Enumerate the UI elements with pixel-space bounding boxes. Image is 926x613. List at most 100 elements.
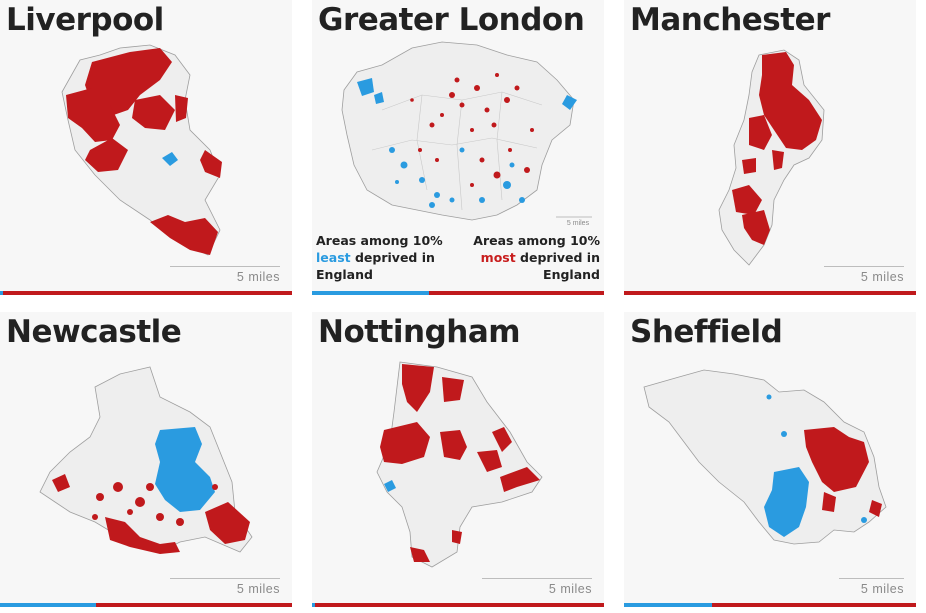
- panel-title: Nottingham: [318, 314, 521, 350]
- map-panel-liverpool: Liverpool 5 miles: [0, 0, 292, 295]
- liverpool-map: [61, 44, 222, 256]
- scale-label: 5 miles: [236, 582, 280, 596]
- least-deprived-area: [162, 152, 178, 166]
- legend-most-line1: Areas among 10%: [473, 233, 600, 248]
- scale-label: 5 miles: [860, 270, 904, 284]
- least-deprived-area: [781, 431, 787, 437]
- scale-bar: 5 miles: [482, 578, 592, 596]
- most-share-segment: [314, 603, 604, 607]
- least-deprived-area: [155, 427, 215, 512]
- deprivation-share-bar: [624, 291, 916, 295]
- most-share-segment: [2, 291, 292, 295]
- city-boundary: [341, 41, 575, 221]
- scale-line: [482, 578, 592, 579]
- most-deprived-area: [804, 427, 869, 492]
- most-deprived-area: [869, 500, 882, 517]
- greater-london-map: 5 miles: [341, 41, 592, 227]
- newcastle-map: [39, 366, 253, 554]
- most-share-segment: [624, 291, 916, 295]
- most-deprived-areas: [410, 73, 534, 187]
- legend-most-line3: England: [543, 267, 600, 282]
- most-deprived-area: [742, 210, 770, 245]
- manchester-map: [718, 49, 825, 266]
- most-deprived-area: [440, 430, 467, 460]
- scale-line: [824, 266, 904, 267]
- most-deprived-area: [380, 422, 430, 464]
- scale-label: 5 miles: [860, 582, 904, 596]
- most-deprived-area: [742, 158, 756, 174]
- most-deprived-area: [442, 377, 464, 402]
- most-share-segment: [711, 603, 916, 607]
- panel-title: Manchester: [630, 2, 830, 38]
- deprivation-share-bar: [312, 291, 604, 295]
- panel-title: Sheffield: [630, 314, 783, 350]
- deprivation-share-bar: [624, 603, 916, 607]
- legend-most-line2: most deprived in: [460, 249, 600, 266]
- legend-least-line1: Areas among 10%: [316, 233, 443, 248]
- legend-least-line2: least deprived in: [316, 249, 456, 266]
- panel-title: Greater London: [318, 2, 585, 38]
- least-deprived-area: [766, 394, 772, 400]
- most-deprived-area: [132, 95, 175, 130]
- legend-least-line3: England: [316, 267, 373, 282]
- most-deprived-area: [85, 48, 172, 118]
- map-panel-greater-london: 5 miles Greater London Areas among 10% l…: [312, 0, 604, 295]
- most-deprived-area: [759, 52, 822, 150]
- most-deprived-area: [52, 474, 70, 492]
- most-deprived-area: [175, 95, 188, 122]
- least-share-segment: [0, 291, 3, 295]
- borough-borders: [371, 91, 543, 211]
- most-deprived-area: [105, 517, 180, 554]
- least-deprived-area: [861, 517, 867, 523]
- most-deprived-area: [66, 88, 120, 142]
- least-share-segment: [312, 603, 315, 607]
- least-share-segment: [312, 291, 429, 295]
- legend-least: Areas among 10% least deprived in Englan…: [316, 232, 456, 283]
- deprivation-share-bar: [0, 291, 292, 295]
- most-deprived-area: [200, 150, 222, 178]
- map-panel-sheffield: Sheffield 5 miles: [624, 312, 916, 607]
- map-panel-nottingham: Nottingham 5 miles: [312, 312, 604, 607]
- most-deprived-area: [500, 467, 540, 492]
- scale-bar: 5 miles: [824, 266, 904, 284]
- most-deprived-area: [452, 530, 462, 544]
- scale-line: [170, 266, 280, 267]
- scale-bar: 5 miles: [170, 578, 280, 596]
- legend-least-rest: deprived in: [350, 250, 435, 265]
- least-share-segment: [624, 603, 712, 607]
- most-deprived-area: [410, 547, 430, 562]
- sheffield-map: [643, 369, 887, 545]
- most-deprived-area: [822, 492, 836, 512]
- most-deprived-area: [732, 185, 762, 215]
- legend-most: Areas among 10% most deprived in England: [460, 232, 600, 283]
- most-deprived-small-areas: [92, 482, 218, 526]
- mini-scale-label: 5 miles: [567, 220, 590, 227]
- legend-most-rest: deprived in: [515, 250, 600, 265]
- most-deprived-area: [477, 450, 502, 472]
- nottingham-map: [376, 361, 543, 568]
- scale-line: [839, 578, 904, 579]
- most-share-segment: [428, 291, 604, 295]
- most-deprived-area: [492, 427, 512, 452]
- deprivation-share-bar: [0, 603, 292, 607]
- panel-title: Liverpool: [6, 2, 164, 38]
- legend-most-word: most: [480, 250, 516, 265]
- scale-line: [170, 578, 280, 579]
- map-panel-newcastle: Newcastle 5 miles: [0, 312, 292, 607]
- least-deprived-area: [764, 467, 809, 537]
- scale-bar: 5 miles: [170, 266, 280, 284]
- legend-least-word: least: [316, 250, 351, 265]
- panel-title: Newcastle: [6, 314, 182, 350]
- most-deprived-area: [205, 502, 250, 544]
- most-deprived-area: [85, 138, 128, 172]
- most-deprived-area: [749, 115, 772, 150]
- scale-label: 5 miles: [236, 270, 280, 284]
- scale-label: 5 miles: [548, 582, 592, 596]
- most-deprived-area: [772, 150, 784, 170]
- most-share-segment: [96, 603, 292, 607]
- least-share-segment: [0, 603, 97, 607]
- map-panel-manchester: Manchester 5 miles: [624, 0, 916, 295]
- scale-bar: 5 miles: [839, 578, 904, 596]
- least-deprived-area: [384, 480, 396, 492]
- least-deprived-areas: [357, 78, 577, 208]
